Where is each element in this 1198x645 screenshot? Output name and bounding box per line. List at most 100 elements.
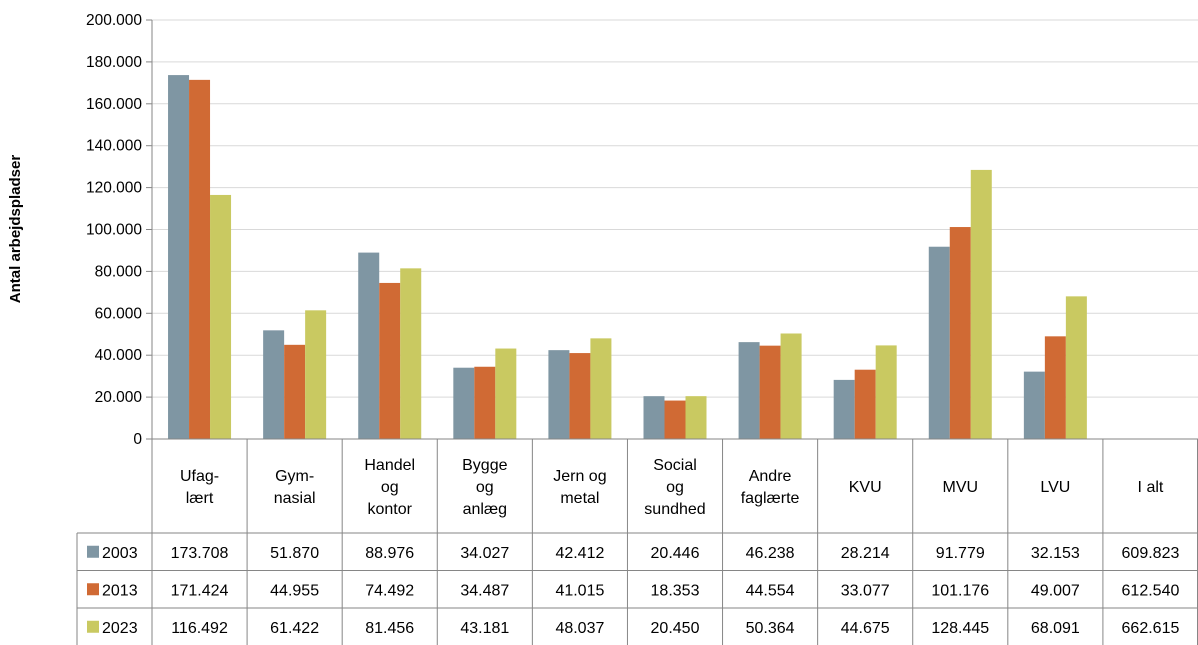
bar-2013 (949, 227, 971, 439)
y-tick-label: 60.000 (95, 305, 143, 322)
category-label: Ufag- (180, 468, 219, 485)
bar-2023 (875, 345, 897, 439)
category-label: metal (560, 490, 599, 507)
legend-label: 2003 (102, 545, 138, 562)
y-tick-label: 0 (133, 431, 142, 448)
category-label: Gym- (275, 468, 314, 485)
legend-label: 2023 (102, 620, 138, 637)
bar-2003 (1023, 371, 1045, 439)
y-tick-label: 80.000 (95, 263, 143, 280)
bar-2003 (263, 330, 285, 439)
table-cell-value: 91.779 (936, 545, 985, 562)
bar-2013 (379, 282, 401, 439)
legend-label: 2013 (102, 582, 138, 599)
category-label: I alt (1138, 479, 1164, 496)
bar-2003 (738, 342, 760, 439)
bar-2003 (168, 75, 190, 440)
bar-2023 (1065, 296, 1087, 439)
bar-2003 (548, 350, 570, 439)
table-cell-value: 33.077 (841, 582, 890, 599)
category-label: nasial (274, 490, 316, 507)
table-cell-value: 50.364 (746, 620, 795, 637)
y-tick-label: 100.000 (86, 222, 142, 239)
bar-2023 (305, 310, 327, 439)
table-cell-value: 20.446 (651, 545, 700, 562)
table-cell-value: 68.091 (1031, 620, 1080, 637)
table-cell-value: 51.870 (270, 545, 319, 562)
bar-2023 (970, 169, 992, 440)
table-cell-value: 171.424 (171, 582, 229, 599)
table-cell-value: 44.955 (270, 582, 319, 599)
category-label: anlæg (463, 501, 507, 518)
table-cell-value: 74.492 (365, 582, 414, 599)
bar-2013 (284, 344, 306, 439)
table-cell-value: 44.675 (841, 620, 890, 637)
category-label: og (381, 479, 399, 496)
bar-2023 (400, 268, 422, 439)
y-tick-label: 40.000 (95, 347, 143, 364)
table-cell-value: 20.450 (651, 620, 700, 637)
category-label: Jern og (553, 468, 606, 485)
bar-2013 (759, 345, 781, 439)
bar-2023 (590, 338, 612, 439)
y-axis-label: Antal arbejdspladser (7, 155, 24, 304)
table-cell-value: 32.153 (1031, 545, 1080, 562)
bar-2003 (833, 379, 855, 439)
category-label: Bygge (462, 457, 507, 474)
legend-swatch-2023 (87, 620, 99, 633)
y-tick-label: 200.000 (86, 12, 142, 29)
legend-swatch-2013 (87, 583, 99, 596)
table-cell-value: 662.615 (1122, 620, 1180, 637)
category-label: faglærte (741, 490, 800, 507)
table-cell-value: 28.214 (841, 545, 890, 562)
table-cell-value: 173.708 (171, 545, 229, 562)
category-label: KVU (849, 479, 882, 496)
table-cell-value: 34.027 (460, 545, 509, 562)
bar-2003 (928, 246, 950, 439)
table-cell-value: 46.238 (746, 545, 795, 562)
bar-2023 (495, 348, 517, 439)
y-tick-labels: 0 20.000 40.000 60.000 80.000 100.000 120.000 1… (86, 12, 142, 448)
category-label: sundhed (644, 501, 705, 518)
table-cell-value: 88.976 (365, 545, 414, 562)
bar-2013 (1044, 336, 1066, 439)
table-cell-value: 49.007 (1031, 582, 1080, 599)
bar-2023 (210, 194, 232, 439)
bar-2013 (189, 79, 211, 439)
y-tick-label: 120.000 (86, 180, 142, 197)
table-cell-value: 34.487 (460, 582, 509, 599)
category-label: og (666, 479, 684, 496)
category-label: MVU (942, 479, 978, 496)
bar-2013 (569, 353, 591, 439)
table-cell-value: 48.037 (555, 620, 604, 637)
table-cell-value: 128.445 (931, 620, 989, 637)
y-tick-label: 20.000 (95, 389, 143, 406)
gridlines (146, 19, 1198, 440)
bar-2003 (643, 396, 665, 439)
bars (168, 75, 1087, 440)
table-cell-value: 43.181 (460, 620, 509, 637)
bar-2013 (474, 366, 496, 439)
table-cell-value: 101.176 (931, 582, 989, 599)
table-cell-value: 81.456 (365, 620, 414, 637)
bar-2013 (664, 400, 686, 439)
bar-2003 (358, 252, 380, 439)
y-tick-label: 160.000 (86, 96, 142, 113)
category-label: Social (653, 457, 697, 474)
data-table: Ufag-lært Gym-nasial Handel og kontor Bygge og… (76, 438, 1198, 645)
y-tick-label: 140.000 (86, 138, 142, 155)
table-cell-value: 61.422 (270, 620, 319, 637)
bar-2023 (685, 396, 707, 439)
category-label: kontor (367, 501, 412, 518)
table-cell-value: 609.823 (1122, 545, 1180, 562)
bar-2023 (780, 333, 802, 439)
y-tick-label: 180.000 (86, 54, 142, 71)
category-label: lært (186, 490, 214, 507)
bar-2003 (453, 367, 475, 439)
category-label: Handel (364, 457, 415, 474)
table-cell-value: 41.015 (555, 582, 604, 599)
category-label: Andre (749, 468, 792, 485)
table-cell-value: 612.540 (1122, 582, 1180, 599)
table-cell-value: 42.412 (555, 545, 604, 562)
